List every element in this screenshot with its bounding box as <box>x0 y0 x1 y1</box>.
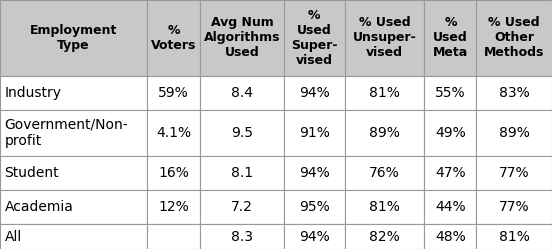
Text: Industry: Industry <box>4 86 61 100</box>
Text: 89%: 89% <box>369 126 400 140</box>
Text: 44%: 44% <box>435 200 466 214</box>
Text: %
Used
Super-
vised: % Used Super- vised <box>291 9 337 67</box>
Text: 81%: 81% <box>369 200 400 214</box>
Bar <box>200 110 284 156</box>
Text: 9.5: 9.5 <box>231 126 253 140</box>
Text: 82%: 82% <box>369 230 400 244</box>
Text: 48%: 48% <box>435 230 466 244</box>
Bar <box>345 190 424 224</box>
Text: 8.3: 8.3 <box>231 230 253 244</box>
Bar <box>345 76 424 110</box>
Text: 8.4: 8.4 <box>231 86 253 100</box>
Text: 59%: 59% <box>158 86 189 100</box>
Text: 91%: 91% <box>299 126 330 140</box>
Text: 4.1%: 4.1% <box>156 126 191 140</box>
Text: Government/Non-
profit: Government/Non- profit <box>4 118 128 148</box>
Bar <box>146 224 200 249</box>
Text: 81%: 81% <box>499 230 529 244</box>
Text: 47%: 47% <box>435 166 466 180</box>
Bar <box>424 0 476 76</box>
Bar <box>476 190 552 224</box>
Bar <box>476 224 552 249</box>
Bar <box>0 156 146 190</box>
Bar <box>0 0 146 76</box>
Bar <box>284 156 345 190</box>
Text: % Used
Unsuper-
vised: % Used Unsuper- vised <box>353 16 417 60</box>
Text: %
Used
Meta: % Used Meta <box>433 16 468 60</box>
Bar <box>200 156 284 190</box>
Text: 8.1: 8.1 <box>231 166 253 180</box>
Text: 16%: 16% <box>158 166 189 180</box>
Text: 12%: 12% <box>158 200 189 214</box>
Text: %
Voters: % Voters <box>151 24 196 52</box>
Text: 94%: 94% <box>299 230 330 244</box>
Text: 49%: 49% <box>435 126 466 140</box>
Bar <box>146 110 200 156</box>
Text: Student: Student <box>4 166 59 180</box>
Bar <box>345 224 424 249</box>
Text: 81%: 81% <box>369 86 400 100</box>
Bar <box>146 0 200 76</box>
Text: 7.2: 7.2 <box>231 200 253 214</box>
Bar <box>284 0 345 76</box>
Bar <box>476 110 552 156</box>
Text: 94%: 94% <box>299 166 330 180</box>
Bar <box>0 190 146 224</box>
Bar <box>424 76 476 110</box>
Bar <box>200 190 284 224</box>
Text: % Used
Other
Methods: % Used Other Methods <box>484 16 544 60</box>
Text: Employment
Type: Employment Type <box>30 24 117 52</box>
Text: All: All <box>4 230 22 244</box>
Text: Avg Num
Algorithms
Used: Avg Num Algorithms Used <box>204 16 280 60</box>
Bar <box>284 224 345 249</box>
Bar <box>146 156 200 190</box>
Bar <box>0 224 146 249</box>
Text: 77%: 77% <box>499 200 529 214</box>
Bar <box>284 110 345 156</box>
Bar <box>345 156 424 190</box>
Bar <box>476 0 552 76</box>
Bar <box>424 156 476 190</box>
Bar <box>476 76 552 110</box>
Bar <box>284 76 345 110</box>
Text: 95%: 95% <box>299 200 330 214</box>
Bar <box>284 190 345 224</box>
Bar <box>424 110 476 156</box>
Text: 83%: 83% <box>499 86 529 100</box>
Bar <box>424 190 476 224</box>
Bar <box>345 110 424 156</box>
Text: Academia: Academia <box>4 200 73 214</box>
Bar <box>0 110 146 156</box>
Bar <box>476 156 552 190</box>
Text: 89%: 89% <box>499 126 529 140</box>
Text: 55%: 55% <box>435 86 466 100</box>
Bar <box>424 224 476 249</box>
Bar <box>146 76 200 110</box>
Bar <box>200 0 284 76</box>
Bar <box>200 76 284 110</box>
Bar <box>345 0 424 76</box>
Text: 76%: 76% <box>369 166 400 180</box>
Text: 77%: 77% <box>499 166 529 180</box>
Text: 94%: 94% <box>299 86 330 100</box>
Bar <box>200 224 284 249</box>
Bar <box>146 190 200 224</box>
Bar <box>0 76 146 110</box>
